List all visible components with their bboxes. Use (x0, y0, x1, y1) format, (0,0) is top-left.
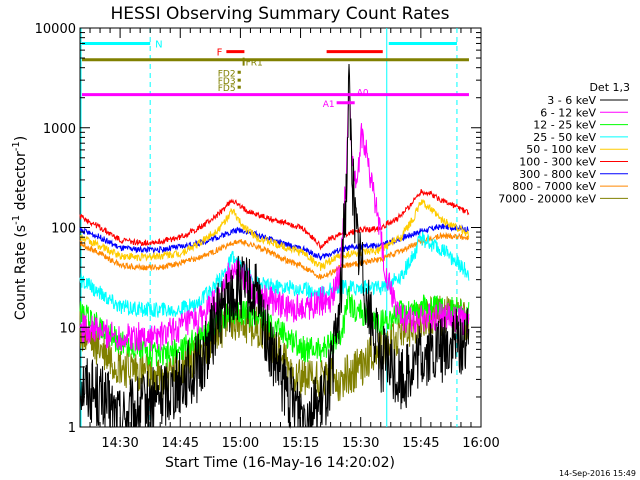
legend-label: 800 - 7000 keV (512, 180, 596, 193)
series-line-5 (79, 199, 470, 271)
fr-label: FR1 (246, 59, 263, 69)
chart-title: HESSI Observing Summary Count Rates (110, 4, 449, 24)
y-tick-label: 100 (51, 222, 76, 237)
attenuator-label-a0: A0 (357, 89, 369, 99)
x-tick-label: 14:45 (162, 436, 199, 451)
x-tick-label: 15:45 (402, 436, 439, 451)
x-tick-label: 15:15 (282, 436, 319, 451)
y-tick-label: 10000 (35, 22, 76, 37)
fd-label: FD5 (218, 84, 236, 94)
x-tick-label: 15:30 (342, 436, 379, 451)
detectors-label: Det 1,3 (589, 81, 630, 94)
y-tick-label: 1000 (43, 122, 76, 137)
fd-label: FD2 (218, 69, 236, 79)
fd-label: FD3 (218, 77, 236, 87)
night-label: N (155, 39, 162, 50)
series-line-6 (79, 189, 470, 251)
legend-label: 300 - 800 keV (519, 168, 596, 181)
x-axis-label: Start Time (16-May-16 14:20:02) (165, 455, 395, 471)
flare-label: F (217, 48, 223, 59)
y-tick-label: 10 (59, 321, 76, 336)
y-tick-label: 1 (68, 421, 76, 436)
x-tick-label: 14:30 (101, 436, 138, 451)
legend-label: 3 - 6 keV (547, 94, 596, 107)
legend-label: 50 - 100 keV (526, 143, 596, 156)
timestamp: 14-Sep-2016 15:49 (559, 469, 636, 478)
legend-label: 6 - 12 keV (540, 106, 596, 119)
series-group (79, 63, 470, 429)
y-axis-label: Count Rate (s-1 detector-1) (11, 136, 29, 320)
legend-label: 12 - 25 keV (533, 119, 596, 132)
x-tick-label: 16:00 (462, 436, 499, 451)
attenuator-label-a1: A1 (323, 100, 335, 110)
legend-label: 25 - 50 keV (533, 131, 596, 144)
legend-label: 7000 - 20000 keV (498, 192, 596, 205)
series-line-8 (79, 231, 470, 280)
series-line-2 (79, 95, 470, 352)
svg-text:Count Rate (s-1 detector-1): Count Rate (s-1 detector-1) (11, 136, 29, 320)
legend-label: 100 - 300 keV (519, 156, 596, 169)
x-tick-label: 15:00 (222, 436, 259, 451)
series-line-1 (79, 63, 470, 429)
